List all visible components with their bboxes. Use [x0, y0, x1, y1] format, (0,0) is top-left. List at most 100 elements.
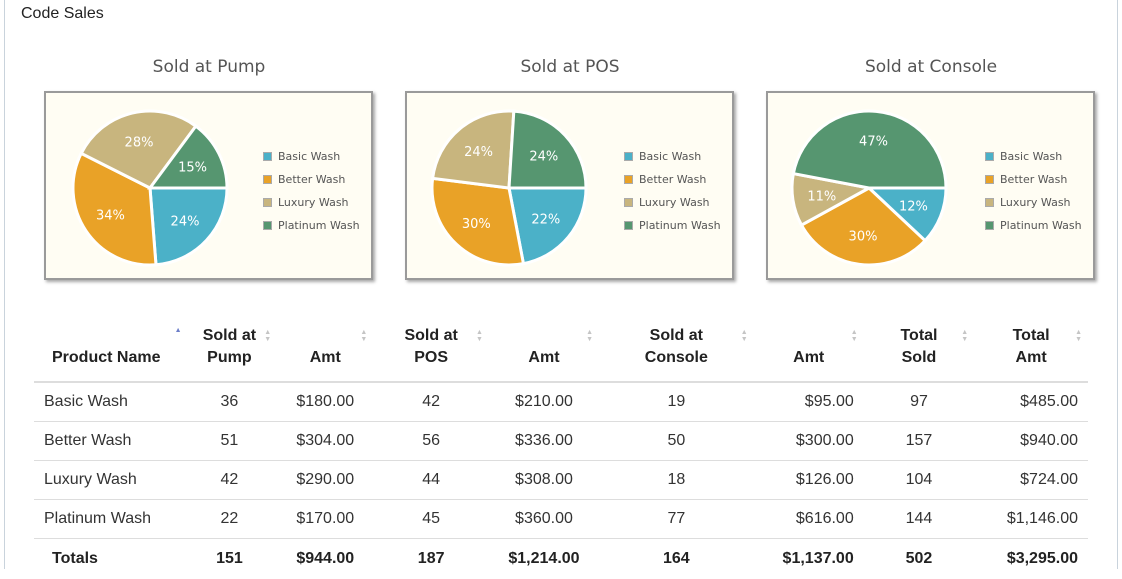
- pie-chart-pos: 22%30%24%24% Basic Wash Better Wash Luxu…: [405, 91, 734, 280]
- legend-swatch: [263, 221, 272, 230]
- cell-total-amt: $724.00: [974, 461, 1088, 500]
- cell-sold-at-pos: 45: [373, 500, 489, 539]
- legend-label: Platinum Wash: [639, 219, 721, 232]
- cell-sold-at-pos: 44: [373, 461, 489, 500]
- cell-total-amt: $1,146.00: [974, 500, 1088, 539]
- cell-pump-amt: $304.00: [277, 422, 373, 461]
- total-sold-at-pos: 187: [373, 539, 489, 579]
- pie-slice-label: 24%: [171, 214, 200, 229]
- column-header-product-name[interactable]: Product Name▲: [34, 305, 182, 382]
- legend-label: Basic Wash: [639, 150, 701, 163]
- sort-icon: ▲▼: [360, 329, 367, 343]
- cell-pump-amt: $290.00: [277, 461, 373, 500]
- pie-chart-pump: 24% 34% 28% 15% Basic Wash Better Wash Luxu…: [44, 91, 373, 280]
- legend-item-better-wash: Better Wash: [624, 168, 721, 191]
- cell-total-sold: 97: [864, 382, 974, 422]
- total-sold-at-console: 164: [599, 539, 754, 579]
- legend-item-platinum-wash: Platinum Wash: [263, 214, 360, 237]
- cell-pos-amt: $360.00: [489, 500, 599, 539]
- total-pos-amt: $1,214.00: [489, 539, 599, 579]
- chart-legend: Basic Wash Better Wash Luxury Wash Plati…: [624, 145, 721, 237]
- legend-swatch: [985, 221, 994, 230]
- cell-console-amt: $300.00: [754, 422, 864, 461]
- legend-item-basic-wash: Basic Wash: [624, 145, 721, 168]
- pie-slice-label: 30%: [849, 229, 878, 244]
- legend-label: Platinum Wash: [278, 219, 360, 232]
- column-header-total-amt[interactable]: Total Amt▲▼: [974, 305, 1088, 382]
- legend-item-luxury-wash: Luxury Wash: [263, 191, 360, 214]
- total-total-amt: $3,295.00: [974, 539, 1088, 579]
- cell-sold-at-pos: 42: [373, 382, 489, 422]
- table-row: Better Wash 51 $304.00 56 $336.00 50 $30…: [34, 422, 1088, 461]
- sort-icon: ▲▼: [264, 329, 271, 343]
- panel-title: Code Sales: [21, 5, 104, 23]
- column-header-console-amt[interactable]: Amt▲▼: [754, 305, 864, 382]
- legend-item-platinum-wash: Platinum Wash: [985, 214, 1082, 237]
- total-pump-amt: $944.00: [277, 539, 373, 579]
- legend-label: Platinum Wash: [1000, 219, 1082, 232]
- legend-swatch: [985, 152, 994, 161]
- cell-sold-at-pump: 22: [182, 500, 278, 539]
- cell-sold-at-console: 19: [599, 382, 754, 422]
- legend-label: Luxury Wash: [278, 196, 349, 209]
- cell-product-name: Better Wash: [34, 422, 182, 461]
- cell-pump-amt: $170.00: [277, 500, 373, 539]
- pie-slice-label: 30%: [462, 217, 491, 232]
- cell-total-amt: $485.00: [974, 382, 1088, 422]
- column-header-sold-at-pump[interactable]: Sold at Pump▲▼: [182, 305, 278, 382]
- column-header-sold-at-pos[interactable]: Sold at POS▲▼: [373, 305, 489, 382]
- cell-product-name: Basic Wash: [34, 382, 182, 422]
- sort-icon: ▲▼: [961, 329, 968, 343]
- legend-swatch: [624, 152, 633, 161]
- totals-row: Totals 151 $944.00 187 $1,214.00 164 $1,…: [34, 539, 1088, 579]
- totals-label: Totals: [34, 539, 182, 579]
- pie-slice-label: 15%: [178, 161, 207, 176]
- cell-total-sold: 157: [864, 422, 974, 461]
- legend-label: Luxury Wash: [639, 196, 710, 209]
- table-body: Basic Wash 36 $180.00 42 $210.00 19 $95.…: [34, 382, 1088, 579]
- sort-icon: ▲▼: [741, 329, 748, 343]
- legend-swatch: [624, 198, 633, 207]
- column-header-pos-amt[interactable]: Amt▲▼: [489, 305, 599, 382]
- pie-slice-label: 22%: [531, 212, 560, 227]
- pie-slice-label: 24%: [529, 149, 558, 164]
- legend-item-luxury-wash: Luxury Wash: [624, 191, 721, 214]
- legend-item-luxury-wash: Luxury Wash: [985, 191, 1082, 214]
- table-row: Platinum Wash 22 $170.00 45 $360.00 77 $…: [34, 500, 1088, 539]
- legend-label: Basic Wash: [278, 150, 340, 163]
- legend-item-better-wash: Better Wash: [263, 168, 360, 191]
- pie-slice-label: 11%: [807, 190, 836, 205]
- legend-label: Luxury Wash: [1000, 196, 1071, 209]
- cell-sold-at-console: 50: [599, 422, 754, 461]
- pie-chart-console: 12%30%11%47% Basic Wash Better Wash Luxu…: [766, 91, 1095, 280]
- pie-slice-label: 47%: [859, 135, 888, 150]
- legend-item-platinum-wash: Platinum Wash: [624, 214, 721, 237]
- column-header-total-sold[interactable]: Total Sold▲▼: [864, 305, 974, 382]
- legend-item-basic-wash: Basic Wash: [985, 145, 1082, 168]
- chart-title-pos: Sold at POS: [404, 57, 736, 77]
- sort-icon: ▲▼: [586, 329, 593, 343]
- legend-label: Better Wash: [278, 173, 345, 186]
- total-total-sold: 502: [864, 539, 974, 579]
- legend-swatch: [624, 221, 633, 230]
- pie-slice-label: 28%: [125, 136, 154, 151]
- cell-sold-at-console: 18: [599, 461, 754, 500]
- legend-label: Basic Wash: [1000, 150, 1062, 163]
- cell-pos-amt: $210.00: [489, 382, 599, 422]
- sort-icon: ▲▼: [851, 329, 858, 343]
- sort-icon: ▲▼: [476, 329, 483, 343]
- column-header-sold-at-console[interactable]: Sold at Console▲▼: [599, 305, 754, 382]
- legend-swatch: [985, 175, 994, 184]
- cell-pos-amt: $308.00: [489, 461, 599, 500]
- cell-sold-at-pump: 42: [182, 461, 278, 500]
- legend-swatch: [263, 152, 272, 161]
- table-row: Basic Wash 36 $180.00 42 $210.00 19 $95.…: [34, 382, 1088, 422]
- pie-slice-label: 34%: [96, 209, 125, 224]
- column-header-pump-amt[interactable]: Amt▲▼: [277, 305, 373, 382]
- legend-swatch: [263, 175, 272, 184]
- legend-swatch: [263, 198, 272, 207]
- legend-label: Better Wash: [1000, 173, 1067, 186]
- sort-ascending-icon: ▲: [175, 327, 182, 334]
- table-row: Luxury Wash 42 $290.00 44 $308.00 18 $12…: [34, 461, 1088, 500]
- sort-icon: ▲▼: [1075, 329, 1082, 343]
